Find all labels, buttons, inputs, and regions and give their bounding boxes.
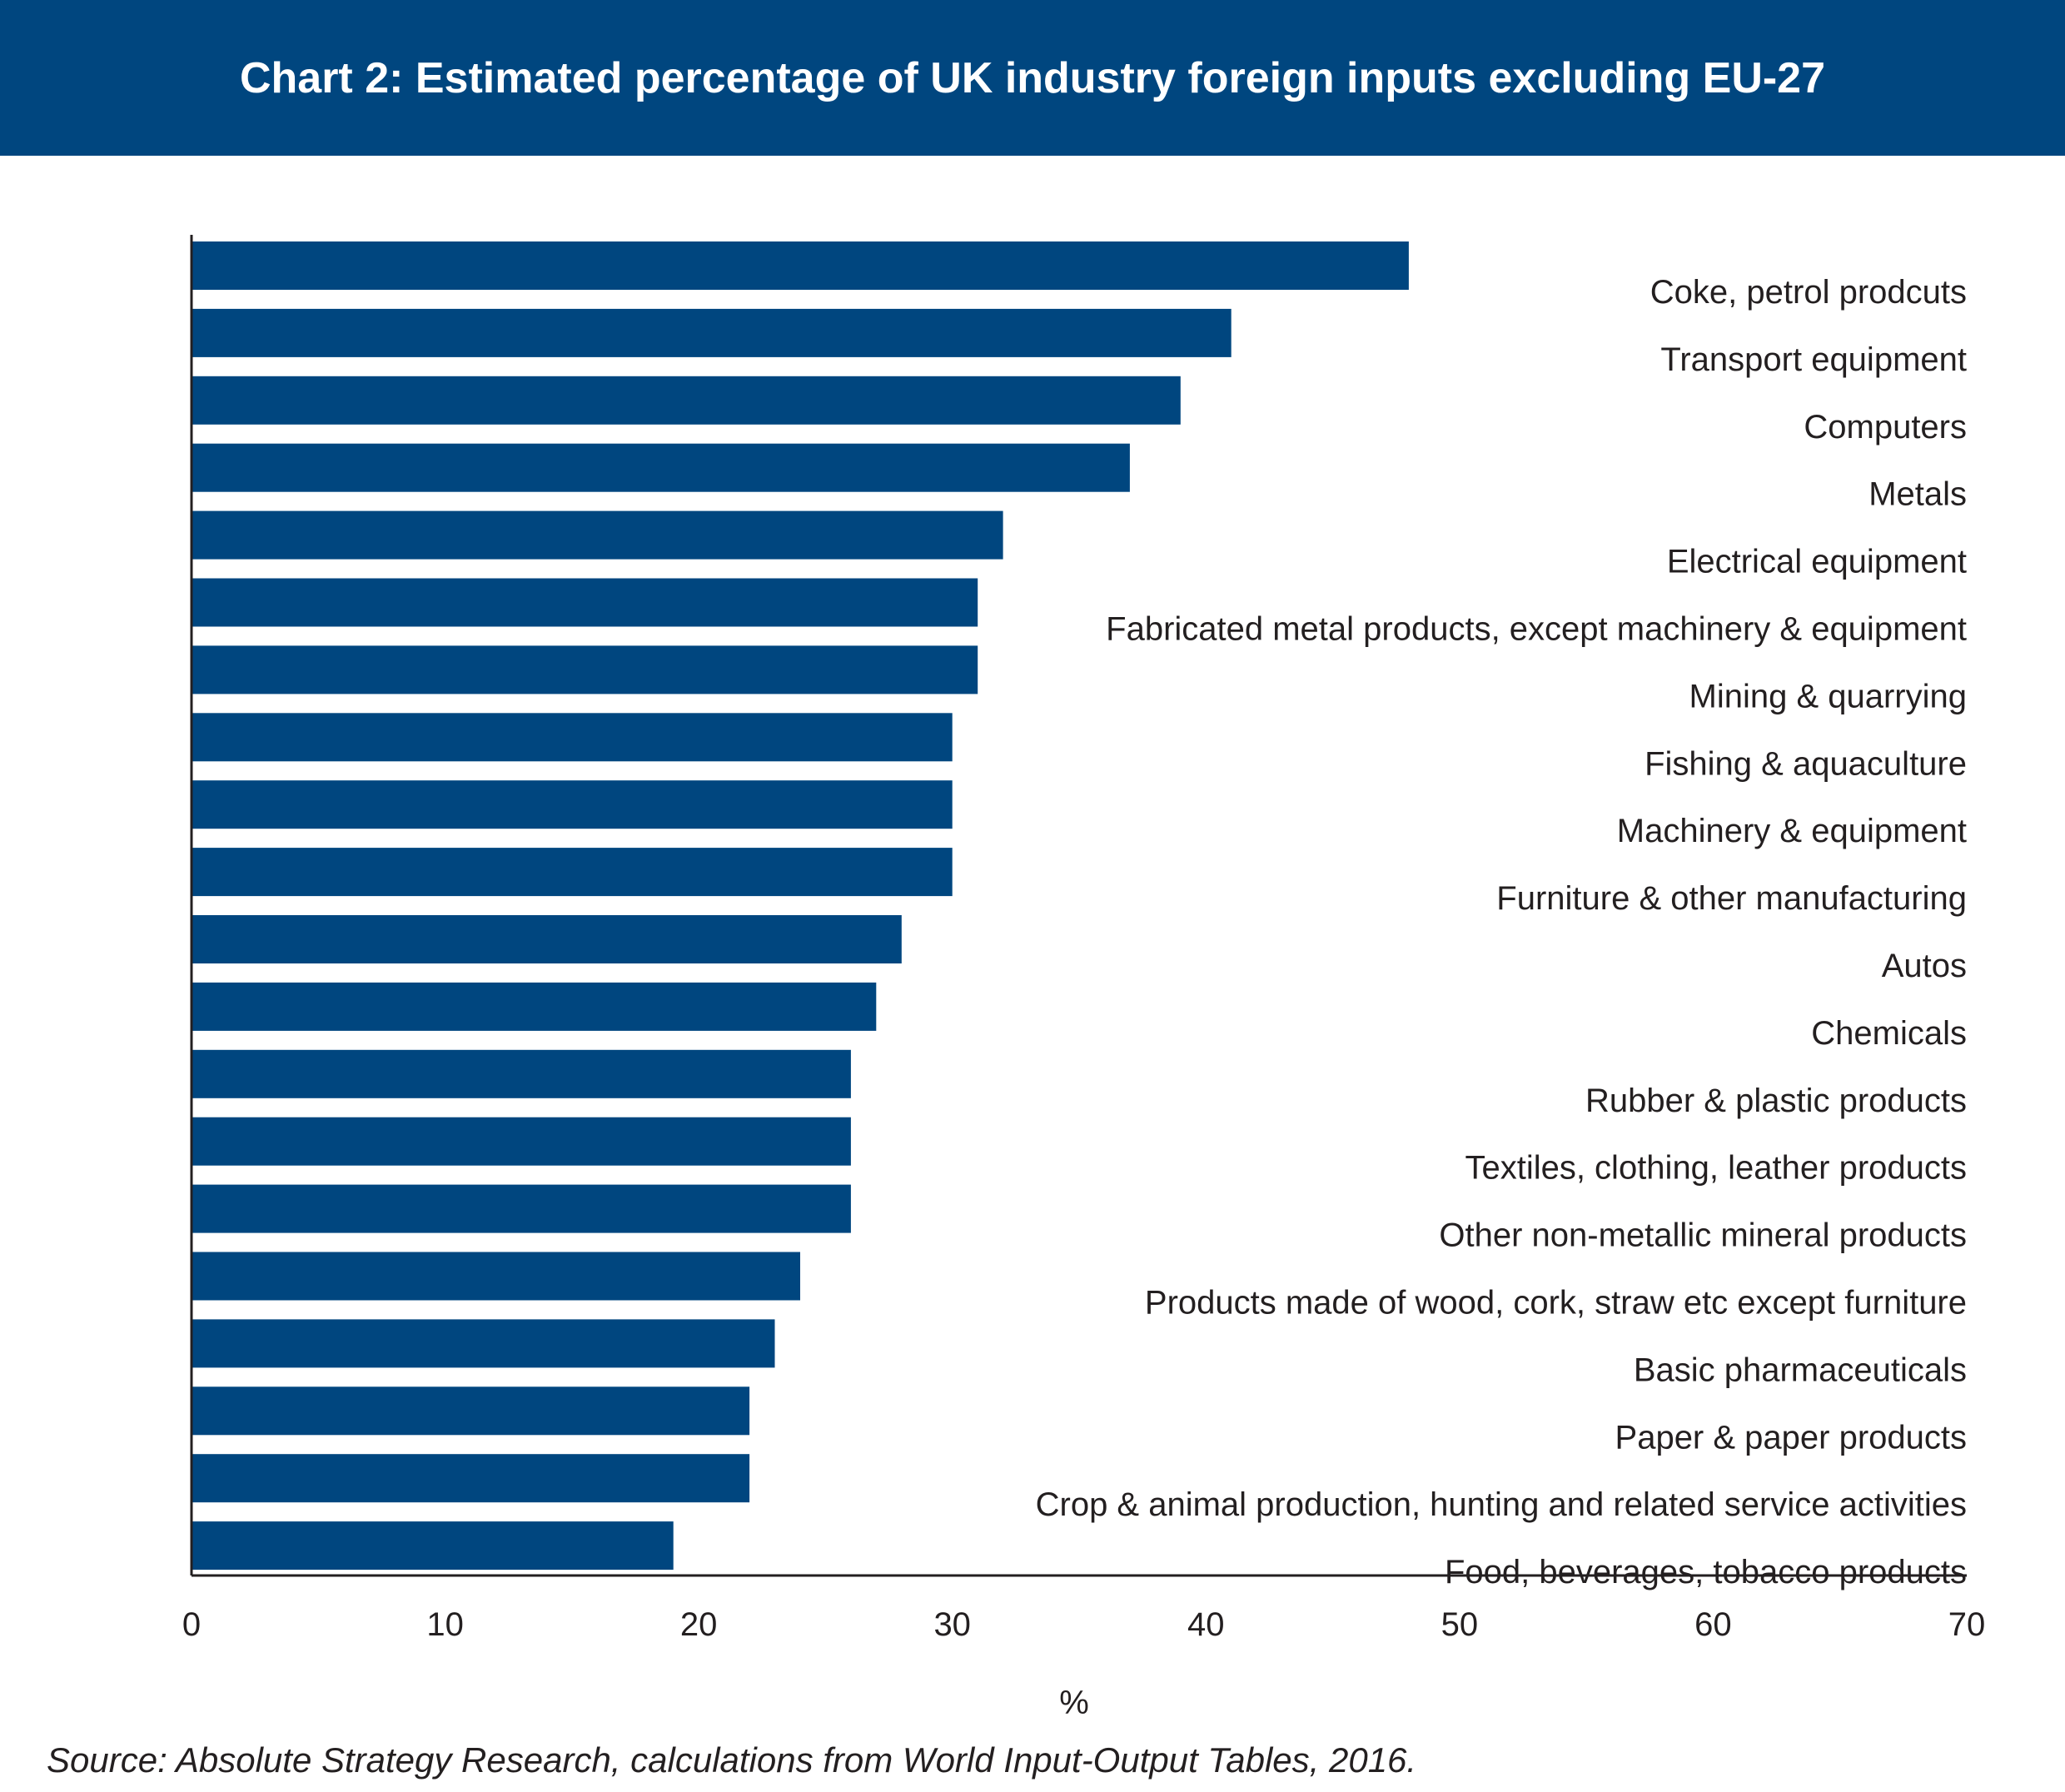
x-tick-label: 70 — [1948, 1606, 1986, 1643]
category-label: Electrical equipment — [1667, 544, 1967, 580]
bar — [192, 645, 978, 694]
x-tick-label: 50 — [1441, 1606, 1479, 1643]
bar — [192, 241, 1409, 290]
category-label: Products made of wood, cork, straw etc e… — [1145, 1285, 1967, 1322]
source-note: Source: Absolute Strategy Research, calc… — [47, 1740, 1417, 1780]
bar — [192, 780, 953, 829]
bars-layer — [192, 241, 1409, 1570]
category-label: Furniture & other manufacturing — [1496, 880, 1967, 917]
chart-header: Chart 2: Estimated percentage of UK indu… — [0, 0, 2065, 156]
bar — [192, 1252, 800, 1301]
bar — [192, 1184, 851, 1233]
category-label: Paper & paper products — [1615, 1419, 1967, 1456]
bar — [192, 1386, 750, 1436]
bar — [192, 443, 1130, 492]
x-tick-label: 10 — [426, 1606, 464, 1643]
axis-layer: 0 10 20 30 40 50 60 70 — [182, 235, 1985, 1643]
bar — [192, 578, 978, 627]
category-label: Autos — [1882, 948, 1967, 984]
x-tick-label: 40 — [1187, 1606, 1225, 1643]
category-label: Computers — [1804, 409, 1967, 446]
category-label: Food, beverages, tobacco products — [1445, 1554, 1967, 1590]
category-label: Mining & quarrying — [1689, 678, 1968, 714]
category-label: Rubber & plastic products — [1585, 1083, 1967, 1119]
category-label: Textiles, clothing, leather products — [1465, 1150, 1967, 1187]
x-tick-label: 20 — [680, 1606, 718, 1643]
bar — [192, 308, 1232, 357]
bar — [192, 1319, 775, 1368]
x-tick-label: 30 — [933, 1606, 971, 1643]
bar — [192, 1049, 851, 1098]
category-label: Other non-metallic mineral products — [1439, 1217, 1967, 1254]
category-label: Chemicals — [1811, 1015, 1967, 1052]
bar — [192, 848, 953, 897]
category-label: Coke, petrol prodcuts — [1650, 274, 1967, 311]
bar — [192, 982, 877, 1031]
category-label: Transport equipment — [1660, 341, 1967, 378]
category-label: Machinery & equipment — [1617, 813, 1967, 849]
category-label: Crop & animal production, hunting and re… — [1036, 1486, 1967, 1523]
category-labels-layer: Coke, petrol prodcuts Transport equipment… — [1036, 274, 1967, 1590]
x-axis-title: % — [1059, 1685, 1089, 1721]
bar — [192, 1117, 851, 1166]
category-label: Metals — [1868, 476, 1967, 513]
bar — [192, 510, 1003, 560]
x-tick-label: 60 — [1694, 1606, 1732, 1643]
category-label: Fabricated metal products, except machin… — [1106, 611, 1967, 648]
category-label: Basic pharmaceuticals — [1634, 1351, 1967, 1388]
x-tick-label: 0 — [182, 1606, 201, 1643]
chart-title: Chart 2: Estimated percentage of UK indu… — [239, 53, 1826, 102]
category-label: Fishing & aquaculture — [1645, 745, 1967, 782]
bar — [192, 1454, 750, 1503]
bar — [192, 376, 1181, 425]
bar — [192, 915, 902, 963]
bar — [192, 1521, 674, 1570]
bar — [192, 713, 953, 762]
